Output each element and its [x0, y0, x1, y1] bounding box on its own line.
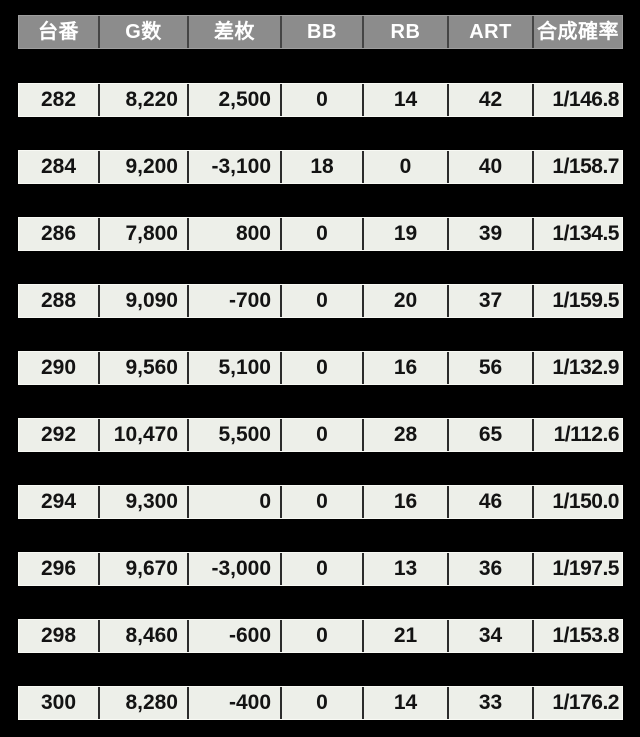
cell-diff: 5,500 — [189, 419, 282, 451]
machine-data-table: 台番 G数 差枚 BB RB ART 合成確率 282 8,220 2,500 0 14 42 1/14… — [18, 15, 623, 720]
cell-rb: 14 — [364, 687, 449, 719]
cell-games: 7,800 — [100, 218, 189, 250]
cell-art: 56 — [449, 352, 534, 384]
cell-diff: -400 — [189, 687, 282, 719]
cell-bb: 0 — [282, 84, 364, 116]
cell-rb: 14 — [364, 84, 449, 116]
cell-prob: 1/159.5 — [552, 289, 619, 312]
cell-diff: 2,500 — [189, 84, 282, 116]
table-row: 286 7,800 800 0 19 39 1/134.5 — [18, 217, 623, 251]
cell-games: 9,200 — [100, 151, 189, 183]
table-body: 282 8,220 2,500 0 14 42 1/146.8 284 9,200 -3,100 1… — [18, 83, 623, 720]
cell-bb: 18 — [282, 151, 364, 183]
cell-art: 42 — [449, 84, 534, 116]
cell-games: 9,090 — [100, 285, 189, 317]
cell-rb: 19 — [364, 218, 449, 250]
cell-bb: 0 — [282, 352, 364, 384]
cell-diff: -3,000 — [189, 553, 282, 585]
cell-bb: 0 — [282, 218, 364, 250]
cell-rb: 20 — [364, 285, 449, 317]
header-cell-bb: BB — [282, 16, 364, 48]
cell-art: 36 — [449, 553, 534, 585]
header-cell-rb: RB — [364, 16, 449, 48]
cell-dai: 298 — [19, 620, 100, 652]
cell-rb: 13 — [364, 553, 449, 585]
cell-games: 10,470 — [100, 419, 189, 451]
cell-diff: 5,100 — [189, 352, 282, 384]
cell-bb: 0 — [282, 285, 364, 317]
table-row: 282 8,220 2,500 0 14 42 1/146.8 — [18, 83, 623, 117]
cell-dai: 288 — [19, 285, 100, 317]
cell-games: 8,460 — [100, 620, 189, 652]
cell-games: 9,560 — [100, 352, 189, 384]
table-row: 298 8,460 -600 0 21 34 1/153.8 — [18, 619, 623, 653]
cell-dai: 300 — [19, 687, 100, 719]
table-row: 294 9,300 0 0 16 46 1/150.0 — [18, 485, 623, 519]
cell-rb: 16 — [364, 352, 449, 384]
cell-prob: 1/153.8 — [552, 624, 619, 647]
cell-games: 8,280 — [100, 687, 189, 719]
cell-art: 33 — [449, 687, 534, 719]
cell-prob: 1/150.0 — [552, 490, 619, 513]
cell-rb: 0 — [364, 151, 449, 183]
cell-rb: 16 — [364, 486, 449, 518]
cell-prob: 1/146.8 — [552, 88, 619, 111]
cell-games: 8,220 — [100, 84, 189, 116]
cell-diff: -600 — [189, 620, 282, 652]
header-cell-art: ART — [449, 16, 534, 48]
cell-prob: 1/158.7 — [552, 155, 619, 178]
cell-prob: 1/134.5 — [552, 222, 619, 245]
cell-bb: 0 — [282, 687, 364, 719]
cell-dai: 290 — [19, 352, 100, 384]
cell-games: 9,300 — [100, 486, 189, 518]
cell-art: 46 — [449, 486, 534, 518]
cell-art: 37 — [449, 285, 534, 317]
cell-rb: 21 — [364, 620, 449, 652]
header-cell-games: G数 — [100, 16, 189, 48]
cell-dai: 292 — [19, 419, 100, 451]
cell-diff: -3,100 — [189, 151, 282, 183]
cell-bb: 0 — [282, 620, 364, 652]
cell-prob: 1/112.6 — [553, 423, 620, 446]
cell-prob: 1/197.5 — [552, 557, 619, 580]
table-row: 290 9,560 5,100 0 16 56 1/132.9 — [18, 351, 623, 385]
header-cell-dai: 台番 — [19, 16, 100, 48]
header-cell-prob: 合成確率 — [537, 21, 619, 43]
cell-diff: -700 — [189, 285, 282, 317]
cell-art: 65 — [449, 419, 534, 451]
cell-art: 39 — [449, 218, 534, 250]
cell-dai: 294 — [19, 486, 100, 518]
cell-games: 9,670 — [100, 553, 189, 585]
cell-dai: 286 — [19, 218, 100, 250]
cell-diff: 0 — [189, 486, 282, 518]
table-header: 台番 G数 差枚 BB RB ART 合成確率 — [18, 15, 623, 49]
cell-dai: 284 — [19, 151, 100, 183]
cell-rb: 28 — [364, 419, 449, 451]
header-cell-diff: 差枚 — [189, 16, 282, 48]
table-row: 284 9,200 -3,100 18 0 40 1/158.7 — [18, 150, 623, 184]
cell-art: 34 — [449, 620, 534, 652]
cell-art: 40 — [449, 151, 534, 183]
cell-bb: 0 — [282, 553, 364, 585]
cell-prob: 1/132.9 — [552, 356, 619, 379]
cell-dai: 282 — [19, 84, 100, 116]
cell-diff: 800 — [189, 218, 282, 250]
cell-bb: 0 — [282, 419, 364, 451]
table-row: 300 8,280 -400 0 14 33 1/176.2 — [18, 686, 623, 720]
table-row: 292 10,470 5,500 0 28 65 1/112.6 — [18, 418, 623, 452]
cell-bb: 0 — [282, 486, 364, 518]
table-row: 288 9,090 -700 0 20 37 1/159.5 — [18, 284, 623, 318]
cell-prob: 1/176.2 — [552, 691, 619, 714]
table-row: 296 9,670 -3,000 0 13 36 1/197.5 — [18, 552, 623, 586]
cell-dai: 296 — [19, 553, 100, 585]
